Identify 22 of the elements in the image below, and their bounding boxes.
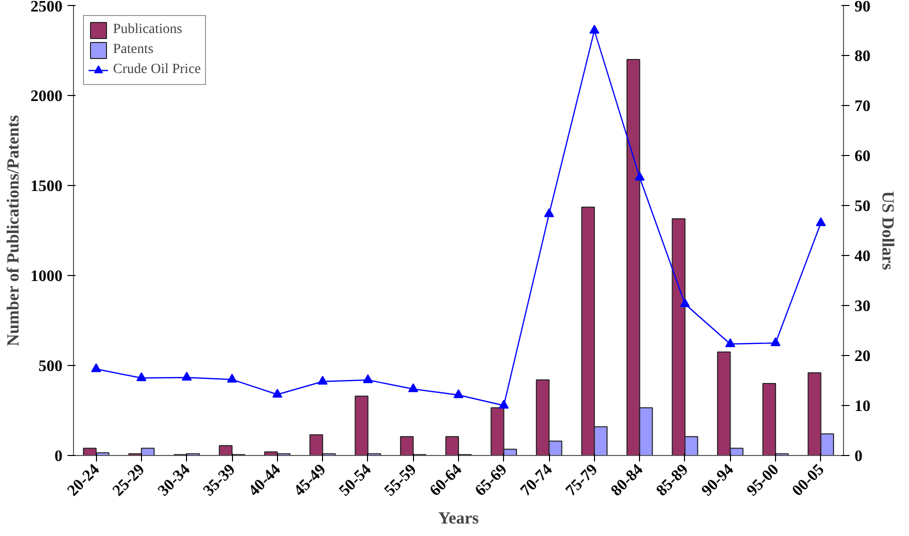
y2-tick-label: 80 xyxy=(854,48,870,65)
y-tick-label: 500 xyxy=(38,358,62,375)
y2-tick-label: 50 xyxy=(854,198,870,215)
y2-tick-label: 70 xyxy=(854,98,870,115)
y2-tick-label: 0 xyxy=(854,448,862,465)
y2-axis-title: US Dollars xyxy=(878,191,898,270)
y-tick-label: 0 xyxy=(54,448,62,465)
y2-tick-label: 20 xyxy=(854,348,870,365)
y-tick-label: 2000 xyxy=(30,88,62,105)
y-tick-label: 1500 xyxy=(30,178,62,195)
legend-label: Crude Oil Price xyxy=(113,62,201,78)
y2-tick-label: 10 xyxy=(854,398,870,415)
y2-tick-label: 60 xyxy=(854,148,870,165)
y-tick-label: 2500 xyxy=(30,0,62,16)
y-axis-title: Number of Publications/Patents xyxy=(4,114,22,346)
y-tick-label: 1000 xyxy=(30,268,62,285)
x-axis-title: Years xyxy=(438,508,480,528)
legend-label: Publications xyxy=(113,22,182,38)
y2-tick-label: 30 xyxy=(854,298,870,315)
legend-label: Patents xyxy=(113,42,154,58)
y2-tick-label: 40 xyxy=(854,248,870,265)
y2-tick-label: 90 xyxy=(854,0,870,16)
